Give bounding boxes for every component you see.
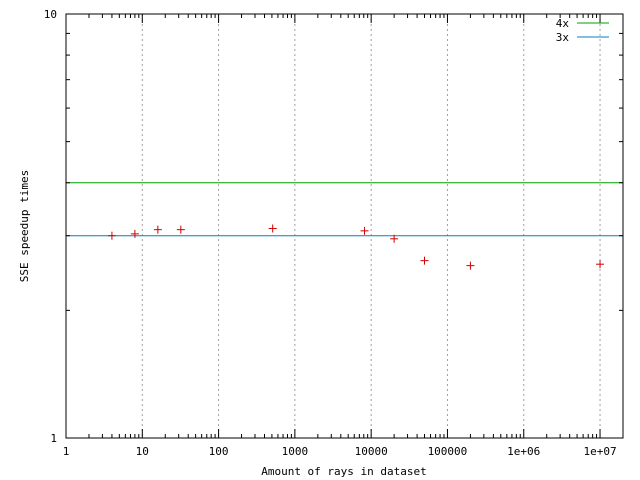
reference-lines <box>66 182 623 237</box>
data-point <box>596 260 605 269</box>
data-point <box>153 225 162 234</box>
x-tick-label: 100 <box>209 445 229 458</box>
y-tick-label: 10 <box>44 8 57 21</box>
data-point <box>176 225 185 234</box>
y-axis-ticks: 1 10 <box>44 8 623 445</box>
x-axis-title: Amount of rays in dataset <box>261 465 427 478</box>
data-points <box>107 224 605 270</box>
data-point <box>360 226 369 235</box>
y-tick-label: 1 <box>50 432 57 445</box>
data-point <box>390 234 399 243</box>
x-tick-label: 1000 <box>282 445 309 458</box>
data-point <box>420 256 429 265</box>
legend-label-4x: 4x <box>556 17 570 30</box>
data-point <box>466 261 475 270</box>
x-tick-label: 100000 <box>428 445 468 458</box>
grid-lines <box>141 14 601 438</box>
x-tick-label: 10 <box>136 445 149 458</box>
plot-frame <box>65 13 624 439</box>
data-point <box>268 224 277 233</box>
x-tick-label: 1e+07 <box>583 445 616 458</box>
data-point <box>130 229 139 238</box>
x-tick-label: 10000 <box>355 445 388 458</box>
y-axis-title: SSE speedup times <box>18 170 31 283</box>
x-tick-label: 1e+06 <box>507 445 540 458</box>
x-axis-ticks: 1 10 100 1000 10000 100000 1e+06 1e+07 <box>63 14 617 458</box>
data-point <box>107 231 116 240</box>
x-tick-label: 1 <box>63 445 70 458</box>
legend-label-3x: 3x <box>556 31 570 44</box>
